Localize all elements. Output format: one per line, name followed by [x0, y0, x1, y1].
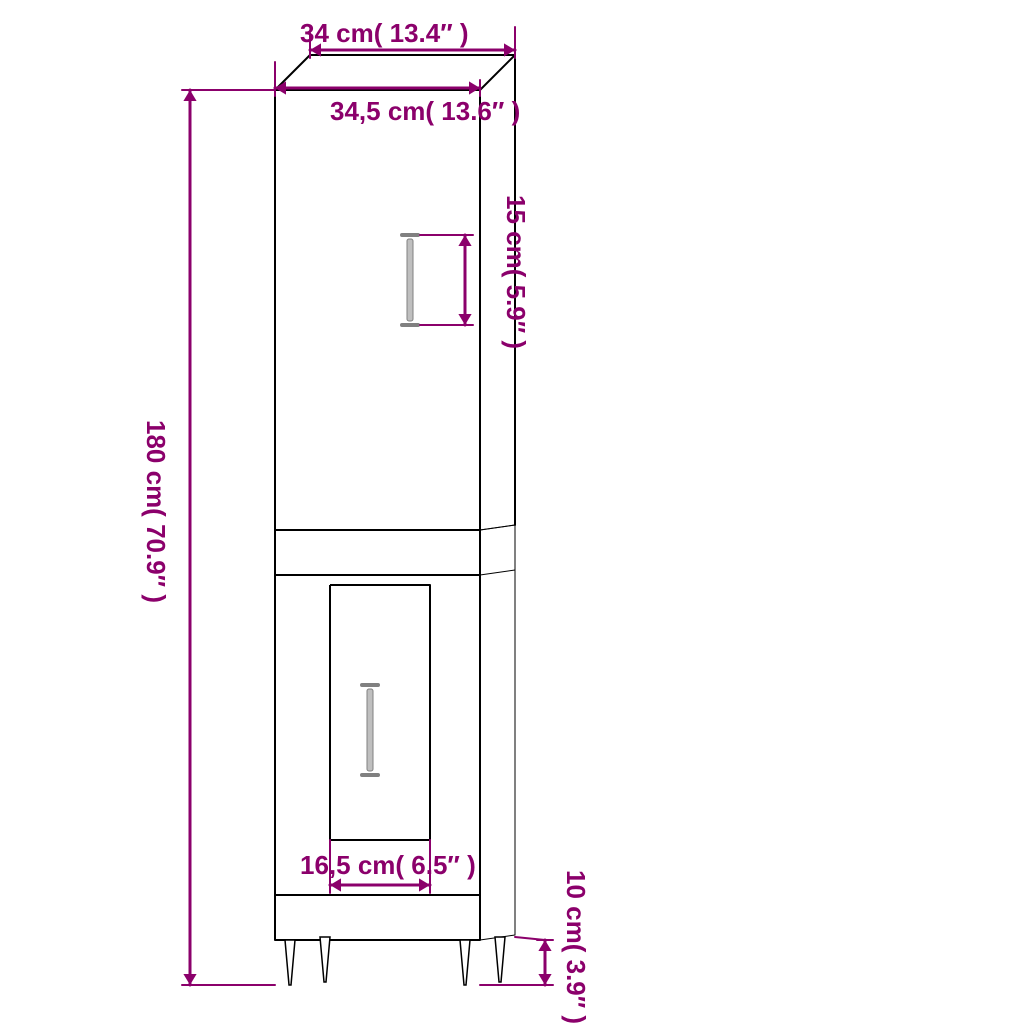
dim-depth-label: 34 cm( 13.4″ ): [300, 18, 469, 49]
dim-inner-width-label: 16,5 cm( 6.5″ ): [300, 850, 476, 881]
dim-handle-label: 15 cm( 5.9″ ): [500, 195, 531, 349]
dim-width-label: 34,5 cm( 13.6″ ): [330, 96, 520, 127]
dim-height-label: 180 cm( 70.9″ ): [140, 420, 171, 603]
dim-leg-label: 10 cm( 3.9″ ): [560, 870, 591, 1024]
